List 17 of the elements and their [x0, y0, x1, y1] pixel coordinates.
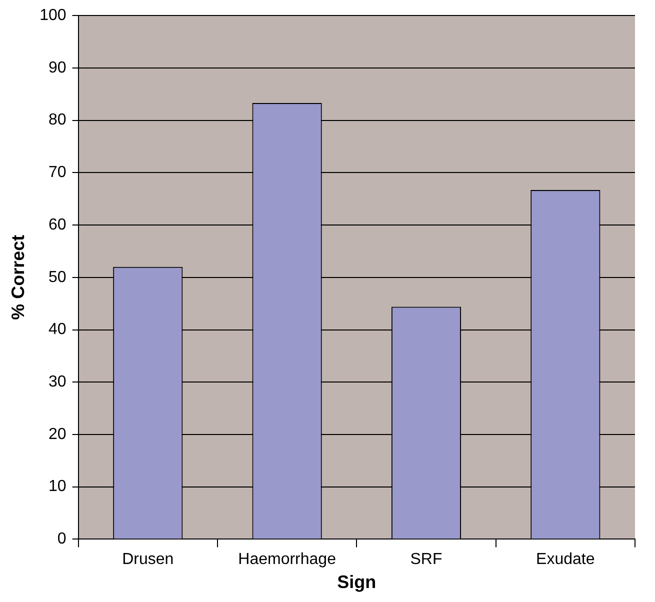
y-axis-title: % Correct — [8, 234, 28, 320]
y-tick-label: 100 — [40, 7, 66, 24]
y-tick-label: 50 — [48, 268, 66, 286]
y-tick-label: 80 — [48, 112, 66, 129]
y-tick-label: 60 — [48, 216, 66, 234]
x-tick-label: SRF — [410, 551, 442, 568]
x-axis-title: Sign — [337, 572, 376, 592]
y-tick-label: 0 — [57, 530, 66, 548]
y-tick-label: 40 — [48, 321, 66, 338]
y-tick-label: 30 — [48, 374, 66, 391]
y-tick-label: 70 — [48, 164, 66, 182]
y-tick-label: 90 — [48, 59, 66, 76]
x-tick-label: Drusen — [122, 551, 174, 568]
y-tick-label: 20 — [48, 426, 66, 443]
x-tick-label: Exudate — [536, 551, 595, 568]
x-tick-label: Haemorrhage — [238, 551, 336, 568]
y-tick-label: 10 — [48, 478, 66, 496]
